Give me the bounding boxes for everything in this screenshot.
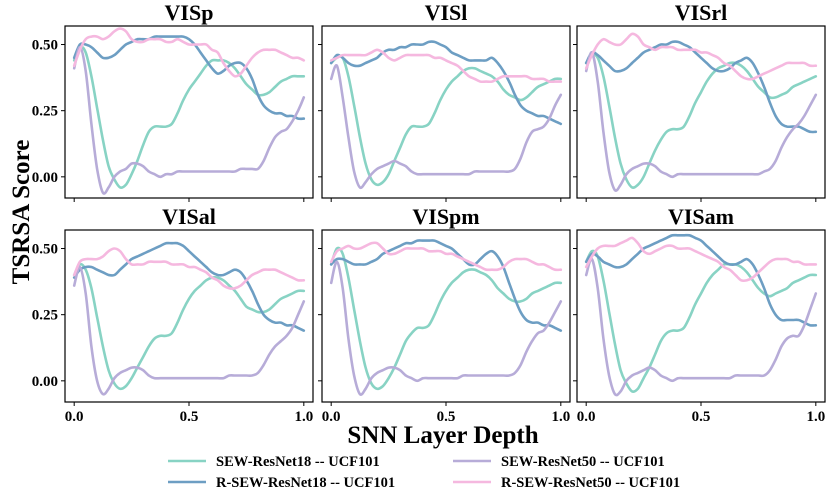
- x-tick-label: 0.5: [692, 409, 711, 425]
- panel-title: VISp: [165, 0, 214, 25]
- series-line: [329, 241, 563, 272]
- panel-frame: [576, 229, 826, 403]
- y-tick-label: 0.50: [32, 242, 58, 258]
- series-line: [584, 257, 818, 397]
- panel-title: VISam: [668, 204, 734, 229]
- legend-entry: R-SEW-ResNet50 -- UCF101: [453, 475, 680, 491]
- legend-label: SEW-ResNet18 -- UCF101: [216, 454, 380, 470]
- legend-label: R-SEW-ResNet50 -- UCF101: [501, 475, 680, 491]
- series-group: [329, 40, 563, 190]
- legend-entry: R-SEW-ResNet18 -- UCF101: [168, 475, 395, 491]
- panel-title: VISal: [162, 204, 216, 229]
- y-tick-label: 0.25: [32, 308, 58, 324]
- x-tick-label: 0.0: [322, 409, 341, 425]
- series-line: [329, 48, 563, 84]
- x-tick-label: 0.5: [437, 409, 456, 425]
- series-line: [584, 236, 818, 283]
- series-group: [72, 241, 306, 396]
- x-tick-label: 0.0: [65, 409, 84, 425]
- panel-visrl: VISrl: [573, 0, 826, 202]
- panel-visal: VISal 0.0 0.5 1.0 0.00 0.25 0.50: [32, 204, 314, 425]
- y-tick-label: 0.25: [32, 104, 58, 120]
- series-line: [329, 63, 563, 190]
- series-line: [584, 40, 818, 134]
- series-line: [584, 32, 818, 81]
- x-tick-label: 1.0: [294, 409, 313, 425]
- legend-label: SEW-ResNet50 -- UCF101: [501, 454, 665, 470]
- x-axis-label: SNN Layer Depth: [347, 422, 538, 449]
- series-line: [584, 233, 818, 327]
- legend-label: R-SEW-ResNet18 -- UCF101: [216, 475, 395, 491]
- series-line: [72, 247, 306, 290]
- panel-title: VISpm: [412, 204, 479, 229]
- series-line: [329, 40, 563, 126]
- series-line: [72, 45, 306, 189]
- panel-visp: VISp 0.00 0.25 0.50: [32, 0, 314, 202]
- panel-vispm: VISpm 0.0 0.5 1.0: [318, 204, 571, 425]
- series-line: [329, 260, 563, 396]
- y-axis-label: TSRSA Score: [8, 140, 35, 285]
- series-line: [72, 45, 306, 195]
- panel-frame: [321, 229, 571, 403]
- y-tick-label: 0.00: [32, 170, 58, 186]
- x-tick-label: 1.0: [806, 409, 825, 425]
- panel-frame: [321, 25, 571, 199]
- y-tick-label: 0.00: [32, 374, 58, 390]
- series-line: [72, 265, 306, 396]
- series-line: [72, 241, 306, 332]
- x-tick-label: 0.0: [577, 409, 596, 425]
- series-group: [584, 233, 818, 397]
- series-line: [584, 249, 818, 393]
- series-line: [584, 51, 818, 192]
- series-line: [72, 262, 306, 391]
- legend-entry: SEW-ResNet18 -- UCF101: [168, 454, 380, 470]
- series-line: [329, 239, 563, 332]
- x-tick-label: 1.0: [551, 409, 570, 425]
- series-group: [72, 27, 306, 195]
- panel-visl: VISl: [318, 0, 571, 202]
- series-group: [584, 32, 818, 192]
- series-group: [329, 239, 563, 396]
- x-tick-label: 0.5: [180, 409, 199, 425]
- panel-title: VISrl: [675, 0, 728, 25]
- series-line: [584, 53, 818, 189]
- panel-visam: VISam 0.0 0.5 1.0: [573, 204, 826, 425]
- legend: SEW-ResNet18 -- UCF101 SEW-ResNet50 -- UC…: [168, 454, 680, 491]
- legend-entry: SEW-ResNet50 -- UCF101: [453, 454, 665, 470]
- panel-title: VISl: [425, 0, 468, 25]
- y-tick-label: 0.50: [32, 38, 58, 54]
- series-line: [72, 35, 306, 121]
- series-line: [72, 27, 306, 78]
- panel-grid: VISp 0.00 0.25 0.50 VISl VISrl VISal 0.0 0.5 1.0 0…: [32, 0, 826, 425]
